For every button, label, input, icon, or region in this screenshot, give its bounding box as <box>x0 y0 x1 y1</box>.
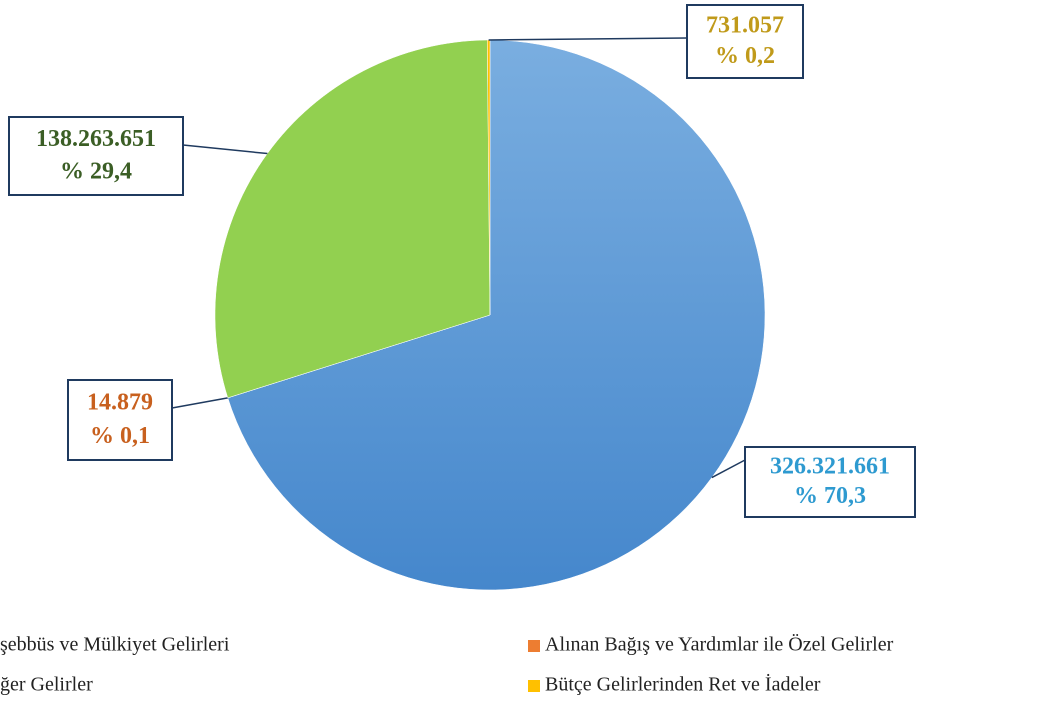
value-label: 326.321.661 <box>770 454 890 480</box>
legend-swatch <box>528 640 540 652</box>
legend-label: ğer Gelirler <box>0 674 93 696</box>
leader-line <box>182 144 268 155</box>
value-label: 731.057 <box>706 12 784 38</box>
percent-label: % 0,2 <box>715 43 775 69</box>
legend-label: Alınan Bağış ve Yardımlar ile Özel Gelir… <box>545 633 894 656</box>
pie-slice <box>227 39 766 591</box>
leader-line <box>711 459 746 479</box>
label-box <box>686 4 804 79</box>
value-label: 138.263.651 <box>36 126 156 152</box>
label-box <box>67 379 173 461</box>
value-label: 14.879 <box>87 390 153 416</box>
label-box <box>744 446 916 518</box>
legend-label: Bütçe Gelirlerinden Ret ve İadeler <box>545 673 821 696</box>
percent-label: % 70,3 <box>794 483 866 509</box>
legend-label: şebbüs ve Mülkiyet Gelirleri <box>0 634 230 656</box>
leader-line <box>488 37 688 41</box>
label-box <box>8 116 184 196</box>
leader-line <box>171 397 228 409</box>
legend-swatch <box>528 680 540 692</box>
percent-label: % 0,1 <box>90 423 150 449</box>
percent-label: % 29,4 <box>60 159 132 185</box>
